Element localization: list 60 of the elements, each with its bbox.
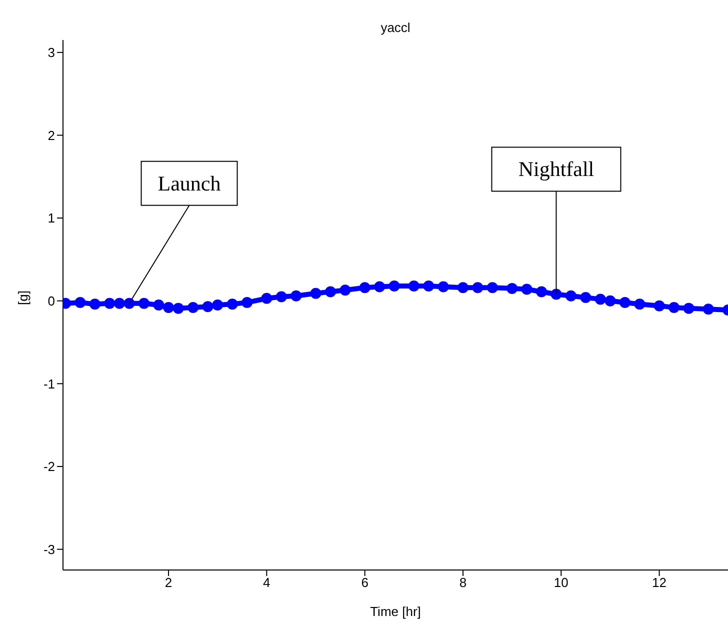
point <box>310 288 322 299</box>
point <box>565 290 576 302</box>
y-axis-title: [g] <box>16 290 31 305</box>
x-tick-label: 12 <box>652 575 667 590</box>
point <box>104 298 116 309</box>
point <box>188 302 199 313</box>
point <box>114 298 125 309</box>
point <box>153 300 164 310</box>
point <box>580 292 592 304</box>
y-tick-label: 3 <box>48 45 55 60</box>
point <box>212 300 224 310</box>
point <box>276 291 287 302</box>
x-tick-label: 8 <box>459 575 467 590</box>
point <box>457 282 468 294</box>
point <box>324 286 336 298</box>
point <box>604 295 616 306</box>
point <box>654 300 665 312</box>
point <box>290 290 302 302</box>
point <box>668 302 680 313</box>
point <box>536 286 548 298</box>
x-tick-label: 10 <box>554 575 568 590</box>
y-tick-label: -2 <box>43 459 55 474</box>
point <box>226 298 238 310</box>
point <box>374 281 386 292</box>
annotation: Launch <box>158 171 222 196</box>
point <box>124 298 135 309</box>
point <box>702 304 714 315</box>
x-tick-label: 6 <box>361 575 368 590</box>
point <box>408 280 420 292</box>
chart-title: yaccl <box>380 20 412 35</box>
point <box>163 302 174 313</box>
point <box>89 298 100 310</box>
point <box>472 282 484 294</box>
point <box>486 282 498 294</box>
x-tick-label: 4 <box>263 575 270 590</box>
x-tick-label: 2 <box>164 575 172 590</box>
point <box>521 284 532 295</box>
y-tick-label: -3 <box>43 542 55 557</box>
point <box>423 280 434 292</box>
point <box>438 281 449 292</box>
point <box>138 298 150 309</box>
y-tick-label: -1 <box>43 376 55 392</box>
point <box>242 297 253 308</box>
point <box>388 280 400 292</box>
y-tick-label: 1 <box>48 210 55 226</box>
y-tick-label: 0 <box>48 293 55 308</box>
point <box>594 294 606 305</box>
point <box>261 292 272 304</box>
point <box>619 297 630 308</box>
point <box>683 302 694 314</box>
x-axis-title: Time [hr] <box>370 604 421 619</box>
point <box>74 297 86 308</box>
point <box>506 282 518 294</box>
annotation: Nightfall <box>518 157 594 182</box>
point <box>172 302 184 314</box>
y-tick-label: 2 <box>48 128 55 143</box>
point <box>340 284 351 296</box>
point <box>359 282 370 294</box>
point <box>634 298 646 310</box>
point <box>202 301 214 312</box>
